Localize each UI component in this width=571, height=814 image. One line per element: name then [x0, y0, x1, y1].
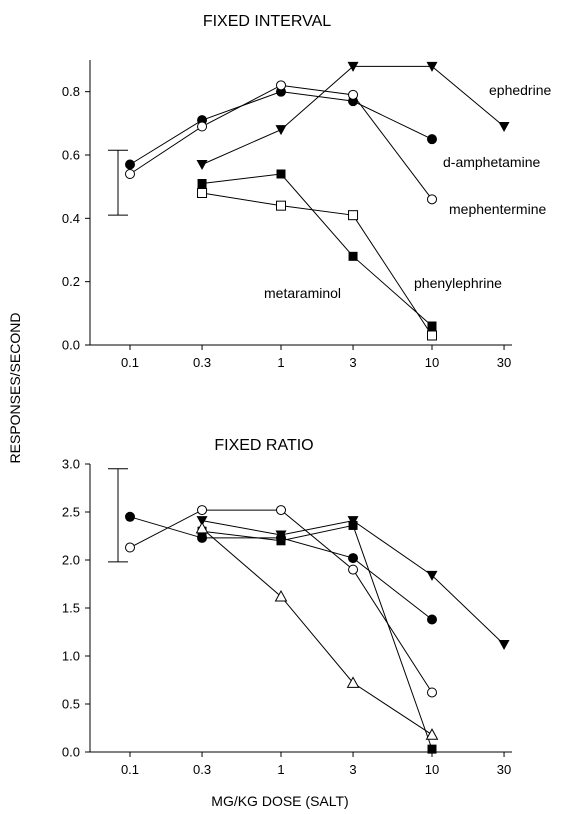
fixed-interval-error-bar — [108, 149, 128, 216]
data-point-open-square — [276, 200, 286, 211]
data-point-filled-triangle-down — [196, 516, 208, 527]
fixed-ratio-title: FIXED RATIO — [214, 437, 313, 454]
data-point-filled-triangle-down — [498, 639, 510, 650]
y-tick-label: 1.5 — [62, 601, 80, 616]
data-point-filled-circle — [348, 553, 359, 564]
y-tick-label: 0.4 — [62, 211, 80, 226]
fixed-ratio-panel: FIXED RATIO 0.0 0.5 1.0 1.5 2.0 2.5 3.0 0.1 0.3 1… — [62, 437, 512, 777]
y-tick-label: 0.2 — [62, 274, 80, 289]
y-tick-label: 0.6 — [62, 148, 80, 163]
data-point-filled-circle — [125, 159, 135, 170]
y-axis-label: RESPONSES/SECOND — [7, 313, 23, 464]
y-tick-label: 0.0 — [62, 338, 80, 353]
y-tick-label: 0.5 — [62, 697, 80, 712]
series-line-open-circle — [129, 84, 433, 200]
data-point-open-circle — [348, 564, 359, 575]
data-point-filled-triangle-down — [426, 570, 438, 581]
x-tick-label: 1 — [277, 762, 284, 777]
data-point-filled-circle — [427, 614, 437, 625]
data-point-open-circle — [197, 121, 208, 132]
fixed-interval-title: FIXED INTERVAL — [203, 13, 331, 30]
data-point-open-circle — [348, 89, 359, 100]
x-tick-label: 0.1 — [121, 355, 139, 370]
fixed-ratio-lines — [129, 509, 505, 750]
data-point-filled-triangle-down — [196, 160, 208, 170]
x-tick-label: 3 — [349, 355, 356, 370]
data-point-filled-square — [276, 169, 286, 179]
series-line-filled-square — [201, 524, 433, 750]
data-point-open-circle — [276, 505, 286, 516]
data-point-open-triangle-up — [274, 589, 288, 602]
series-line-filled-triangle-down — [201, 520, 505, 645]
data-point-open-square — [197, 188, 208, 198]
fixed-ratio-axes: 0.0 0.5 1.0 1.5 2.0 2.5 3.0 0.1 0.3 1 3 10 30 — [62, 457, 512, 777]
data-point-open-square — [427, 330, 437, 341]
data-point-open-circle — [125, 542, 135, 553]
data-point-filled-triangle-down — [275, 530, 287, 541]
x-tick-label: 0.1 — [121, 762, 139, 777]
data-point-open-circle — [125, 169, 135, 179]
data-point-open-triangle-up — [346, 676, 360, 688]
label-metaraminol: metaraminol — [264, 285, 341, 301]
series-line-open-square — [201, 192, 433, 336]
data-point-filled-triangle-down — [347, 61, 359, 72]
data-point-filled-square — [427, 321, 437, 331]
series-line-filled-square — [201, 173, 433, 327]
y-tick-label: 0.8 — [62, 84, 80, 99]
data-point-open-square — [348, 210, 359, 221]
data-point-open-triangle-up — [195, 521, 209, 534]
label-phenylephrine: phenylephrine — [414, 275, 502, 291]
x-tick-label: 10 — [425, 762, 439, 777]
x-tick-label: 30 — [497, 355, 511, 370]
x-tick-label: 0.3 — [193, 355, 211, 370]
data-point-filled-triangle-down — [275, 125, 287, 136]
x-tick-label: 10 — [425, 355, 439, 370]
x-axis-label: MG/KG DOSE (SALT) — [211, 793, 348, 809]
data-point-filled-square — [427, 744, 437, 754]
data-point-filled-square — [276, 536, 286, 546]
fixed-ratio-error-bar — [108, 468, 128, 563]
y-tick-label: 3.0 — [62, 457, 80, 472]
data-point-open-circle — [276, 80, 286, 91]
label-ephedrine: ephedrine — [489, 82, 551, 98]
x-tick-label: 3 — [349, 762, 356, 777]
series-line-filled-triangle-down — [201, 65, 505, 165]
data-point-filled-circle — [125, 511, 135, 522]
x-tick-label: 30 — [497, 762, 511, 777]
data-point-filled-circle — [427, 134, 437, 145]
data-point-open-circle — [197, 505, 208, 516]
data-point-filled-triangle-down — [426, 61, 438, 72]
fixed-ratio-markers — [125, 505, 510, 754]
fixed-interval-panel: FIXED INTERVAL 0.0 0.2 0.4 0.6 0.8 0.1 0.3 1 3 10… — [62, 13, 552, 370]
series-line-open-triangle-up — [201, 527, 433, 736]
data-point-filled-square — [348, 520, 358, 530]
label-d-amphetamine: d-amphetamine — [443, 154, 540, 170]
data-point-open-circle — [427, 687, 437, 698]
y-tick-label: 2.5 — [62, 505, 80, 520]
y-tick-label: 1.0 — [62, 649, 80, 664]
data-point-open-triangle-up — [425, 728, 439, 740]
x-tick-label: 0.3 — [193, 762, 211, 777]
y-tick-label: 2.0 — [62, 553, 80, 568]
data-point-open-circle — [427, 194, 437, 205]
x-tick-label: 1 — [277, 355, 284, 370]
data-point-filled-square — [197, 179, 207, 188]
fixed-interval-markers — [125, 61, 510, 341]
fixed-interval-axes: 0.0 0.2 0.4 0.6 0.8 0.1 0.3 1 3 10 30 — [62, 60, 512, 370]
data-point-filled-square — [348, 251, 358, 261]
label-mephentermine: mephentermine — [449, 201, 546, 217]
y-tick-label: 0.0 — [62, 745, 80, 760]
data-point-filled-triangle-down — [498, 122, 510, 132]
